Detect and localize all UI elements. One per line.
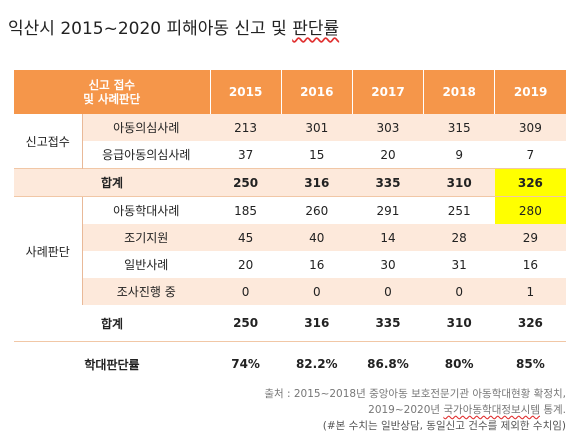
table-row: 조사진행 중 0 0 0 0 1 <box>14 278 566 305</box>
source-line-2: 2019~2020년 국가아동학대정보시템 통계. <box>368 404 566 416</box>
highlighted-cell: 326 <box>494 168 566 197</box>
cell: 29 <box>494 224 566 251</box>
header-year: 2019 <box>494 70 566 114</box>
title-underlined: 판단률 <box>292 19 340 39</box>
group-label: 신고접수 <box>14 114 83 169</box>
cell: 0 <box>210 278 282 305</box>
table-row: 응급아동의심사례 37 15 20 9 7 <box>14 141 566 169</box>
sum-label: 합계 <box>14 305 210 342</box>
cell: 82.2% <box>281 341 353 386</box>
header-year: 2018 <box>423 70 496 114</box>
cell: 310 <box>423 305 495 342</box>
cell: 1 <box>494 278 566 305</box>
cell: 20 <box>352 141 424 169</box>
rate-label: 학대판단률 <box>14 341 210 386</box>
cell: 326 <box>494 305 566 342</box>
cell: 20 <box>210 251 282 278</box>
cell: 80% <box>423 341 495 386</box>
cell: 310 <box>423 168 495 197</box>
cell: 31 <box>423 251 495 278</box>
cell: 86.8% <box>352 341 424 386</box>
header-year: 2017 <box>352 70 425 114</box>
cell: 74% <box>210 341 282 386</box>
sum-row: 합계 250 316 335 310 326 <box>14 305 566 342</box>
sum-row: 합계 250 316 335 310 326 <box>14 168 566 197</box>
cell: 9 <box>423 141 495 169</box>
cell: 185 <box>210 196 282 224</box>
row-label: 조사진행 중 <box>82 278 210 305</box>
cell: 303 <box>352 114 424 141</box>
cell: 316 <box>281 305 353 342</box>
cell: 250 <box>210 305 282 342</box>
cell: 316 <box>281 168 353 197</box>
header-category: 신고 접수 및 사례판단 <box>14 70 211 114</box>
header-year: 2016 <box>281 70 353 114</box>
row-label: 일반사례 <box>82 251 210 278</box>
cell: 40 <box>281 224 353 251</box>
highlighted-cell: 280 <box>494 196 566 224</box>
source-note: 출처 : 2015~2018년 중앙아동 보호전문기관 아동학대현황 확정치, … <box>264 386 566 434</box>
cell: 309 <box>494 114 566 141</box>
cell: 0 <box>352 278 424 305</box>
table-row: 일반사례 20 16 30 31 16 <box>14 251 566 278</box>
cell: 16 <box>281 251 353 278</box>
stats-table: 신고 접수 및 사례판단 2015 2016 2017 2018 2019 신고접… <box>14 70 566 386</box>
cell: 291 <box>352 196 424 224</box>
cell: 250 <box>210 168 282 197</box>
cell: 7 <box>494 141 566 169</box>
cell: 16 <box>494 251 566 278</box>
cell: 315 <box>423 114 495 141</box>
sum-label: 합계 <box>14 168 210 197</box>
cell: 301 <box>281 114 353 141</box>
cell: 15 <box>281 141 353 169</box>
cell: 260 <box>281 196 353 224</box>
table-row: 신고접수 아동의심사례 213 301 303 315 309 <box>14 114 566 169</box>
cell: 14 <box>352 224 424 251</box>
row-label: 아동학대사례 <box>82 196 210 224</box>
table-row: 조기지원 45 40 14 28 29 <box>14 224 566 251</box>
table-row: 사례판단 아동학대사례 185 260 291 251 280 <box>14 196 566 305</box>
cell: 335 <box>352 305 424 342</box>
cell: 85% <box>494 341 566 386</box>
title-prefix: 익산시 2015~2020 피해아동 신고 및 <box>8 19 293 39</box>
cell: 251 <box>423 196 495 224</box>
cell: 37 <box>210 141 282 169</box>
row-label: 아동의심사례 <box>82 114 210 141</box>
row-label: 응급아동의심사례 <box>82 141 210 169</box>
source-line-1: 출처 : 2015~2018년 중앙아동 보호전문기관 아동학대현황 확정치, <box>264 388 566 400</box>
header-row: 신고 접수 및 사례판단 2015 2016 2017 2018 2019 <box>14 70 566 114</box>
cell: 335 <box>352 168 424 197</box>
group-label: 사례판단 <box>14 196 83 305</box>
cell: 28 <box>423 224 495 251</box>
source-line-3: (#본 수치는 일반상담, 동일신고 건수를 제외한 수치임) <box>322 420 566 432</box>
cell: 0 <box>281 278 353 305</box>
header-year: 2015 <box>210 70 282 114</box>
cell: 45 <box>210 224 282 251</box>
cell: 30 <box>352 251 424 278</box>
rate-row: 학대판단률 74% 82.2% 86.8% 80% 85% <box>14 341 566 386</box>
page-title: 익산시 2015~2020 피해아동 신고 및 판단률 <box>8 14 339 39</box>
cell: 213 <box>210 114 282 141</box>
row-label: 조기지원 <box>82 224 210 251</box>
cell: 0 <box>423 278 495 305</box>
